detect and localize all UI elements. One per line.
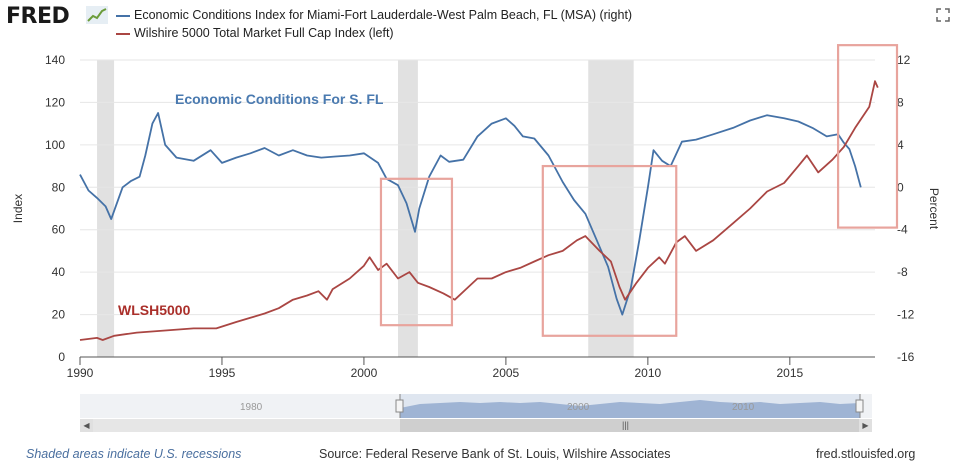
scroll-left-arrow[interactable]: ◀	[80, 419, 93, 432]
range-handle-icon	[855, 399, 864, 413]
range-handle-icon	[395, 399, 404, 413]
recession-note: Shaded areas indicate U.S. recessions	[26, 447, 242, 461]
navigator-label: 1980	[240, 402, 263, 413]
left-tick-label: 100	[45, 138, 65, 152]
range-navigator[interactable]: 1980 2000 2010	[80, 394, 872, 418]
series-line-wilshire	[79, 80, 879, 341]
annotation-economic-conditions: Economic Conditions For S. FL	[175, 91, 384, 107]
right-tick-label: -8	[897, 265, 908, 279]
left-tick-label: 40	[52, 265, 66, 279]
right-tick-label: 8	[897, 95, 904, 109]
right-tick-label: -4	[897, 223, 908, 237]
x-tick-label: 1990	[67, 366, 94, 380]
right-tick-label: 12	[897, 53, 911, 67]
fullscreen-glyph	[936, 8, 950, 22]
x-tick-label: 2010	[635, 366, 662, 380]
left-tick-label: 140	[45, 53, 65, 67]
x-tick-label: 2005	[493, 366, 520, 380]
scroll-right-arrow[interactable]: ▶	[859, 419, 872, 432]
navigator-area	[395, 394, 864, 418]
chart-legend: Economic Conditions Index for Miami-Fort…	[116, 6, 632, 42]
highlight-box	[836, 44, 899, 229]
right-tick-label: 0	[897, 180, 904, 194]
left-tick-label: 80	[52, 180, 66, 194]
recession-band	[588, 60, 634, 357]
navigator-label: 2000	[567, 402, 590, 413]
chart-svg: 0 20 40 60 80 100 120 140 -16 -12 -8 -4 0 4 8 12 1990 199…	[11, 44, 941, 380]
legend-swatch-blue	[116, 14, 130, 17]
highlight-box	[541, 164, 678, 337]
right-axis-title: Percent	[927, 188, 941, 230]
legend-item-economic-conditions[interactable]: Economic Conditions Index for Miami-Fort…	[116, 6, 632, 24]
scroll-grip-icon: |||	[622, 420, 630, 430]
fullscreen-icon[interactable]	[936, 8, 950, 22]
series-line-economic-conditions	[79, 112, 862, 316]
legend-item-wilshire[interactable]: Wilshire 5000 Total Market Full Cap Inde…	[116, 24, 632, 42]
range-scrollbar[interactable]: ◀ ||| ▶	[80, 419, 872, 432]
source-note: Source: Federal Reserve Bank of St. Loui…	[319, 447, 671, 461]
left-tick-label: 120	[45, 95, 65, 109]
right-tick-label: 4	[897, 138, 904, 152]
site-link[interactable]: fred.stlouisfed.org	[816, 447, 916, 461]
chart-header: FRED Economic Conditions Index for Miami…	[0, 0, 962, 52]
scroll-thumb[interactable]: |||	[400, 419, 860, 432]
highlight-box	[379, 177, 454, 327]
left-tick-label: 60	[52, 223, 66, 237]
annotation-wlsh5000: WLSH5000	[118, 302, 191, 318]
fred-logo[interactable]: FRED	[6, 4, 70, 29]
legend-label: Economic Conditions Index for Miami-Fort…	[134, 8, 633, 22]
left-tick-label: 20	[52, 308, 66, 322]
x-tick-label: 2000	[351, 366, 378, 380]
left-axis-title: Index	[11, 194, 25, 223]
x-tick-label: 1995	[209, 366, 236, 380]
right-tick-label: -16	[897, 350, 915, 364]
fred-graph-icon	[86, 6, 108, 24]
legend-label: Wilshire 5000 Total Market Full Cap Inde…	[134, 26, 394, 40]
navigator-label: 2010	[732, 402, 755, 413]
left-tick-label: 0	[58, 350, 65, 364]
right-tick-label: -12	[897, 308, 915, 322]
x-tick-label: 2015	[776, 366, 803, 380]
legend-swatch-red	[116, 32, 130, 35]
